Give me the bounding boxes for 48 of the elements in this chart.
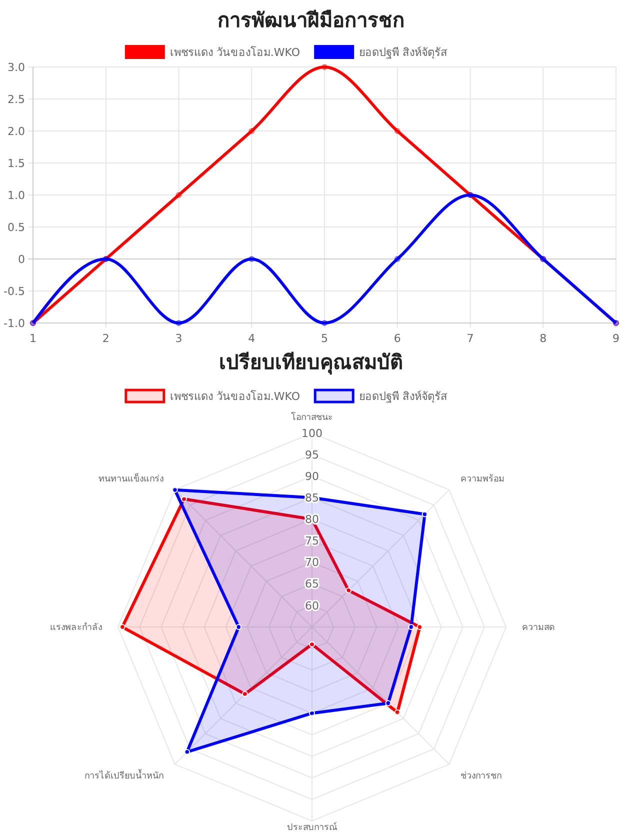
y-tick-label: 90 xyxy=(305,470,319,483)
y-tick-label: 85 xyxy=(305,492,319,505)
spoke-label: ช่วงการชก xyxy=(460,772,502,782)
y-tick-label: 0.5 xyxy=(8,220,25,234)
spoke-label: ความพร้อม xyxy=(460,474,504,485)
x-tick-label: 8 xyxy=(540,332,547,345)
point xyxy=(248,256,255,262)
spoke-label: การได้เปรียบน้ำหนัก xyxy=(84,768,164,782)
y-tick-label: -1.0 xyxy=(4,316,25,330)
legend-label: เพชรแดง วันของโอม.WKO xyxy=(170,44,300,59)
x-tick-label: 6 xyxy=(394,332,401,345)
y-tick-label: 1.0 xyxy=(8,188,25,202)
point xyxy=(394,256,400,262)
chart-title: การพัฒนาฝีมือการชก xyxy=(218,8,404,32)
spoke-label: ทนทานแข็งแกร่ง xyxy=(98,472,164,485)
legend-label: เพชรแดง วันของโอม.WKO xyxy=(170,388,300,403)
y-tick-label: 3.0 xyxy=(8,60,25,74)
y-tick-label: 0 xyxy=(18,252,25,266)
point xyxy=(176,192,182,198)
point xyxy=(394,128,400,134)
y-tick-label: 75 xyxy=(305,534,319,548)
point xyxy=(321,320,328,326)
y-tick-label: 70 xyxy=(305,556,319,570)
spoke-label: โอกาสชนะ xyxy=(291,412,333,424)
legend-label: ยอดปฐพี สิงห์จัตุรัส xyxy=(359,390,448,403)
y-tick-label: 2.0 xyxy=(8,124,25,138)
spoke-label: แรงพละกำลัง xyxy=(50,622,102,634)
x-tick-label: 9 xyxy=(612,332,620,345)
x-tick-label: 4 xyxy=(248,332,256,345)
point xyxy=(176,320,182,326)
y-tick-label: -0.5 xyxy=(4,284,25,298)
x-tick-label: 7 xyxy=(466,332,474,345)
y-tick-label: 1.5 xyxy=(8,156,25,170)
spoke-label: ความสด xyxy=(522,623,555,634)
spoke-label: ประสบการณ์ xyxy=(287,821,337,834)
x-tick-label: 5 xyxy=(321,332,328,345)
y-tick-label: 100 xyxy=(302,426,322,440)
point xyxy=(248,128,255,134)
legend-label: ยอดปฐพี สิงห์จัตุรัส xyxy=(359,46,448,59)
y-tick-label: 95 xyxy=(305,448,319,462)
y-tick-label: 60 xyxy=(305,599,319,612)
x-tick-label: 1 xyxy=(30,332,36,345)
x-tick-label: 2 xyxy=(102,332,110,345)
chart-title: เปรียบเทียบคุณสมบัติ xyxy=(219,350,403,375)
y-tick-label: 2.5 xyxy=(8,92,25,106)
y-tick-label: 65 xyxy=(305,578,319,591)
x-tick-label: 3 xyxy=(175,332,182,345)
point xyxy=(321,64,328,70)
